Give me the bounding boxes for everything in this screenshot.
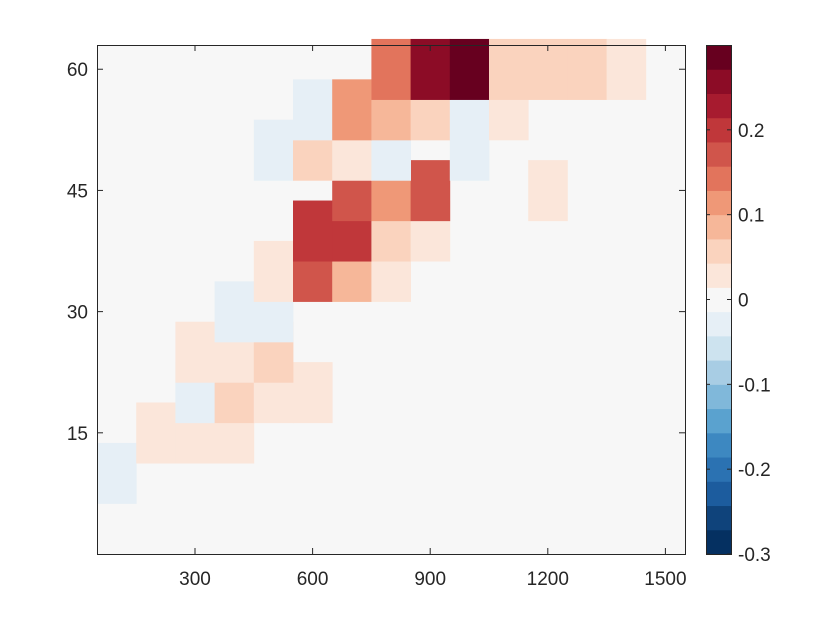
colorbar-swatch	[706, 93, 731, 119]
colorbar-swatch	[706, 117, 731, 143]
heatmap-cell	[567, 38, 607, 100]
heatmap-cell	[606, 38, 647, 100]
colorbar-swatch	[706, 432, 731, 458]
heatmap-cell	[449, 38, 490, 100]
colorbar-swatch	[706, 166, 731, 191]
heatmap-cell	[410, 160, 451, 222]
colorbar-tick-label: 0.1	[738, 206, 764, 227]
x-tick-label: 300	[179, 569, 211, 590]
heatmap-cell	[253, 119, 294, 181]
colorbar-swatch	[706, 457, 731, 482]
colorbar-swatch	[706, 190, 731, 216]
x-axis-ticks: 300 600 900 1200 1500	[179, 45, 687, 590]
colorbar-swatch	[706, 214, 731, 240]
colorbar-tick-label: -0.1	[738, 375, 771, 396]
heatmap-cell	[136, 402, 176, 464]
heatmap-cell	[253, 240, 294, 302]
colorbar-swatch	[706, 69, 731, 94]
colorbar-swatch	[706, 408, 731, 434]
colorbar-swatch	[706, 263, 731, 288]
colorbar-swatch	[706, 529, 731, 555]
colorbar-tick-label: -0.3	[738, 545, 771, 566]
colorbar-swatch	[706, 287, 731, 313]
x-tick-label: 1200	[527, 569, 569, 590]
colorbar-swatch	[706, 238, 731, 264]
heatmap-cell	[489, 38, 529, 100]
colorbar-tick-label: 0.2	[738, 121, 764, 142]
colorbar-swatch	[706, 360, 731, 385]
heatmap-cell	[332, 79, 372, 141]
colorbar-swatch	[706, 481, 731, 507]
colorbar-ticks: -0.3 -0.2 -0.1 0 0.1 0.2	[706, 121, 771, 566]
colorbar-tick-label: -0.2	[738, 460, 771, 481]
x-tick-label: 900	[414, 569, 446, 590]
colorbar-swatch	[706, 384, 731, 410]
heatmap-cells	[97, 38, 647, 504]
y-tick-label: 15	[67, 424, 88, 445]
colorbar-swatch	[706, 335, 731, 361]
x-tick-label: 1500	[644, 569, 686, 590]
heatmap-cell	[97, 442, 137, 504]
y-tick-label: 60	[67, 60, 88, 81]
y-tick-label: 45	[67, 181, 88, 202]
heatmap-cell	[293, 362, 333, 424]
y-axis-ticks: 15 30 45 60	[67, 60, 685, 445]
heatmap-cell	[293, 79, 333, 141]
heatmap-cell	[175, 321, 215, 383]
heatmap-cell	[528, 160, 568, 222]
colorbar	[706, 45, 732, 555]
colorbar-tick-label: 0	[738, 291, 749, 312]
plot-area-frame	[97, 45, 686, 555]
y-tick-label: 30	[67, 303, 88, 324]
colorbar-swatch	[706, 141, 731, 167]
colorbar-swatch	[706, 505, 731, 531]
colorbar-swatch	[706, 311, 731, 337]
heatmap-cell	[371, 38, 411, 100]
colorbar-swatch	[706, 45, 731, 70]
heatmap-cell	[293, 200, 333, 262]
x-tick-label: 600	[297, 569, 329, 590]
heatmap-cell	[214, 281, 255, 343]
